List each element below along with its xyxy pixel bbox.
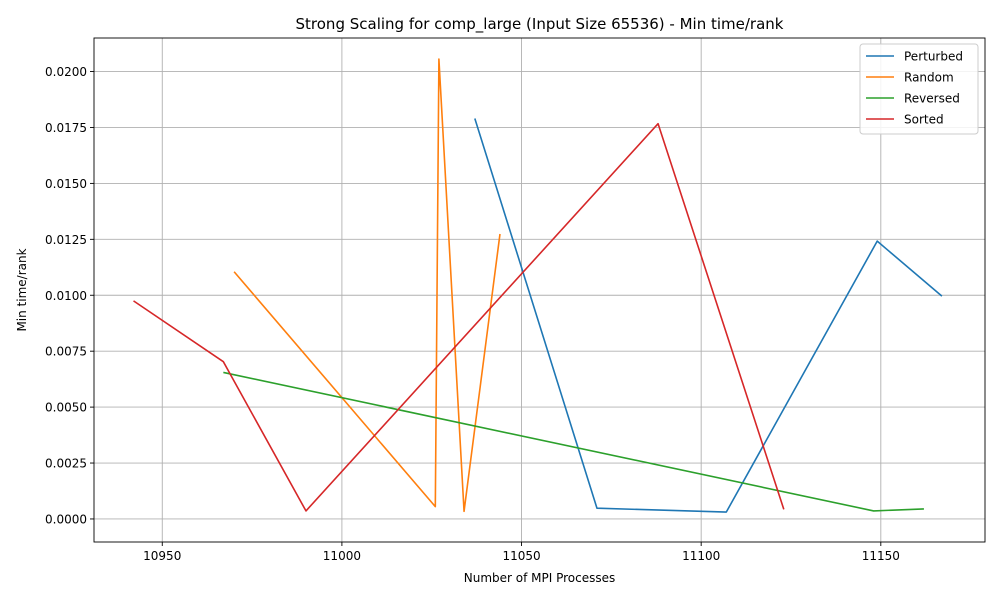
x-tick-label: 11000 xyxy=(323,549,361,563)
series-line-sorted xyxy=(133,122,785,512)
y-tick-label: 0.0000 xyxy=(45,512,87,526)
x-tick-label: 11150 xyxy=(862,549,900,563)
series-line-perturbed xyxy=(474,118,943,513)
y-tick-label: 0.0050 xyxy=(45,401,87,415)
grid xyxy=(94,38,985,542)
x-tick-label: 10950 xyxy=(143,549,181,563)
y-axis-label: Min time/rank xyxy=(15,248,29,331)
y-tick-label: 0.0025 xyxy=(45,457,87,471)
series-line-random xyxy=(233,58,501,513)
x-tick-label: 11050 xyxy=(502,549,540,563)
y-tick-label: 0.0200 xyxy=(45,65,87,79)
legend-label-perturbed: Perturbed xyxy=(904,50,963,64)
legend-box xyxy=(859,43,979,135)
series-lines xyxy=(133,58,943,513)
legend: Perturbed Random Reversed Sorted xyxy=(859,43,979,135)
y-tick-label: 0.0075 xyxy=(45,345,87,359)
y-tick-label: 0.0100 xyxy=(45,289,87,303)
x-axis-label: Number of MPI Processes xyxy=(464,571,616,585)
legend-label-random: Random xyxy=(904,71,954,85)
y-tick-label: 0.0150 xyxy=(45,177,87,191)
axis-ticks: 10950 11000 11050 11100 11150 0.0000 0.0025 0.0… xyxy=(45,65,900,563)
plot-frame xyxy=(93,37,986,543)
legend-label-reversed: Reversed xyxy=(904,92,960,106)
chart-title: Strong Scaling for comp_large (Input Siz… xyxy=(296,15,784,34)
y-tick-label: 0.0175 xyxy=(45,121,87,135)
legend-label-sorted: Sorted xyxy=(904,113,944,127)
y-tick-label: 0.0125 xyxy=(45,233,87,247)
series-line-reversed xyxy=(223,371,924,512)
x-tick-label: 11100 xyxy=(682,549,720,563)
